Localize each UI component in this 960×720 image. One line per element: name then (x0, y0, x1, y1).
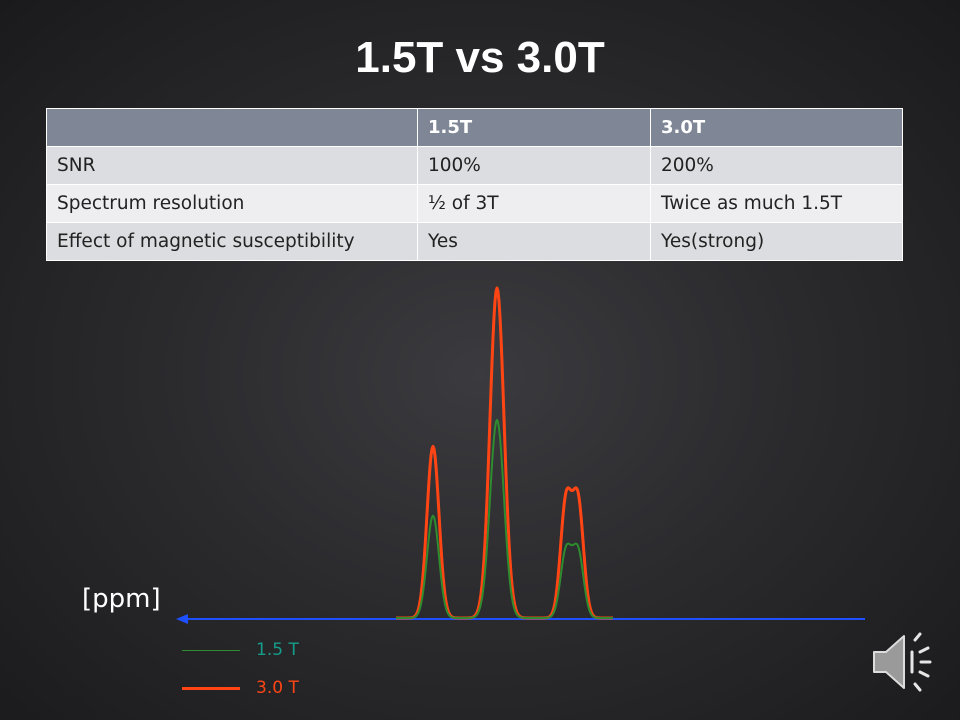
table-cell: 200% (650, 146, 903, 185)
legend-swatch-1-5t (182, 649, 240, 651)
speaker-icon[interactable] (868, 630, 938, 694)
slide-title: 1.5T vs 3.0T (355, 33, 605, 82)
spectrum-curve-3-0t (395, 286, 614, 620)
table-row: Effect of magnetic susceptibility Yes Ye… (46, 222, 903, 261)
table-cell: Twice as much 1.5T (650, 184, 903, 223)
table-row: Spectrum resolution ½ of 3T Twice as muc… (46, 184, 903, 223)
table-cell: Yes(strong) (650, 222, 903, 261)
table-cell: Spectrum resolution (46, 184, 418, 223)
table-row: SNR 100% 200% (46, 146, 903, 185)
table-cell: Effect of magnetic susceptibility (46, 222, 418, 261)
table-header-cell: 3.0T (650, 108, 903, 147)
table-header-cell: 1.5T (417, 108, 651, 147)
ppm-axis-arrowhead (176, 614, 188, 624)
ppm-axis-label: [ppm] (82, 584, 161, 614)
spectrum-curve-1-5t (396, 419, 613, 619)
table-header-cell (46, 108, 418, 147)
legend-item-1-5t: 1.5 T (182, 638, 299, 662)
table-header-row: 1.5T 3.0T (46, 108, 903, 147)
comparison-table: 1.5T 3.0T SNR 100% 200% Spectrum resolut… (46, 108, 903, 261)
table-cell: 100% (417, 146, 651, 185)
legend-label-3-0t: 3.0 T (256, 678, 299, 698)
table-cell: SNR (46, 146, 418, 185)
legend-item-3-0t: 3.0 T (182, 676, 299, 700)
legend-label-1-5t: 1.5 T (256, 640, 299, 660)
legend-swatch-3-0t (182, 686, 240, 690)
